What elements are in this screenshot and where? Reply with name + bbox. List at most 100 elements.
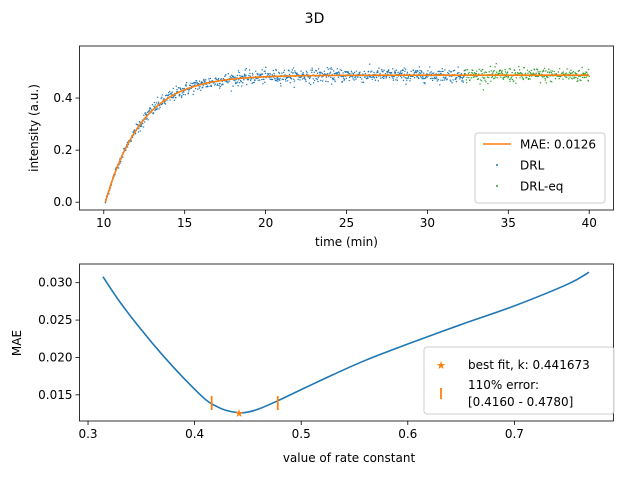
drl-point [283,71,285,74]
drl-point [371,78,373,80]
legend-bestfit-label: best fit, k: 0.441673 [468,358,590,372]
drl-point [376,70,379,72]
x-tick-label: 40 [582,216,597,230]
drl-point [404,68,407,70]
drl-point [152,112,155,114]
drl-point [170,92,172,94]
drl-point [147,119,149,121]
drl-point [279,77,281,79]
drl-point [130,140,132,142]
drl-point [178,95,181,97]
drl-eq-point [518,65,520,68]
drl-point [330,67,332,69]
y-tick-label: 0.0 [53,195,72,209]
drl-point [179,93,181,96]
drl-eq-point [529,72,532,74]
drl-point [348,79,350,82]
drl-eq-point [580,79,582,82]
drl-point [449,79,451,81]
drl-eq-point [539,70,541,73]
drl-point [171,91,173,93]
drl-point [402,69,404,71]
drl-point [436,80,438,82]
drl-eq-point [576,73,578,75]
drl-point [343,78,346,81]
drl-point [195,80,198,82]
drl-point [417,77,420,80]
drl-eq-point [568,78,570,80]
drl-point [323,70,326,73]
drl-point [340,75,342,78]
drl-eq-point [478,68,480,71]
bottom-plot: ★ 0.3 0.4 0.5 0.6 0.7 0.015 0.020 0.025 0.030 va… [10,263,615,465]
drl-point [198,87,200,89]
drl-point [381,69,383,71]
drl-point [361,81,363,83]
drl-point [258,75,260,77]
drl-eq-point [545,82,547,84]
drl-point [333,72,336,75]
drl-point [236,74,239,77]
drl-eq-point [569,76,571,78]
drl-eq-point [466,76,468,79]
drl-point [461,80,463,82]
drl-point [334,79,336,81]
drl-eq-point [574,71,576,74]
drl-point [409,80,411,82]
drl-point [309,76,312,78]
drl-point [133,129,136,131]
drl-eq-point [528,78,530,80]
drl-eq-point [485,81,487,83]
drl-point [176,88,178,91]
drl-point [184,94,186,96]
drl-point [281,72,283,74]
drl-eq-point [513,80,515,82]
drl-point [237,85,239,87]
drl-point [437,78,440,81]
drl-eq-point [507,76,510,78]
drl-eq-point [541,71,544,73]
drl-point [316,72,319,74]
drl-eq-point [468,76,470,79]
drl-point [201,81,204,84]
drl-point [455,80,458,83]
drl-point [273,72,275,75]
drl-point [392,68,394,70]
drl-point [148,109,150,112]
x-tick-label: 20 [258,216,273,230]
drl-point [413,77,416,79]
drl-point [275,69,277,72]
drl-eq-point [535,72,537,75]
drl-point [139,125,142,128]
drl-eq-point [581,76,584,79]
top-plot: 10 15 20 25 30 35 40 0.0 0.2 0.4 time (min) inten… [27,45,614,249]
drl-point [208,78,210,80]
drl-point [457,72,459,74]
drl-eq-point [544,77,546,80]
drl-eq-point [573,76,576,78]
drl-point [358,73,361,75]
drl-point [187,92,190,94]
drl-point [407,76,409,79]
drl-point [441,79,444,82]
drl-point [373,77,376,79]
drl-eq-point [499,69,502,71]
drl-point [375,76,378,79]
drl-point [277,80,279,82]
drl-point [197,88,199,91]
drl-eq-point [502,78,505,80]
drl-eq-point [549,80,552,83]
drl-point [381,76,384,79]
drl-eq-point [537,75,540,78]
drl-point [312,78,314,80]
drl-point [154,104,157,106]
drl-point [403,67,405,69]
drl-point [156,96,159,99]
drl-point [142,126,145,128]
drl-eq-point [496,77,498,79]
drl-point [153,105,155,107]
drl-point [194,81,196,84]
drl-point [382,71,384,73]
drl-eq-point [548,68,550,70]
drl-point [181,92,184,94]
